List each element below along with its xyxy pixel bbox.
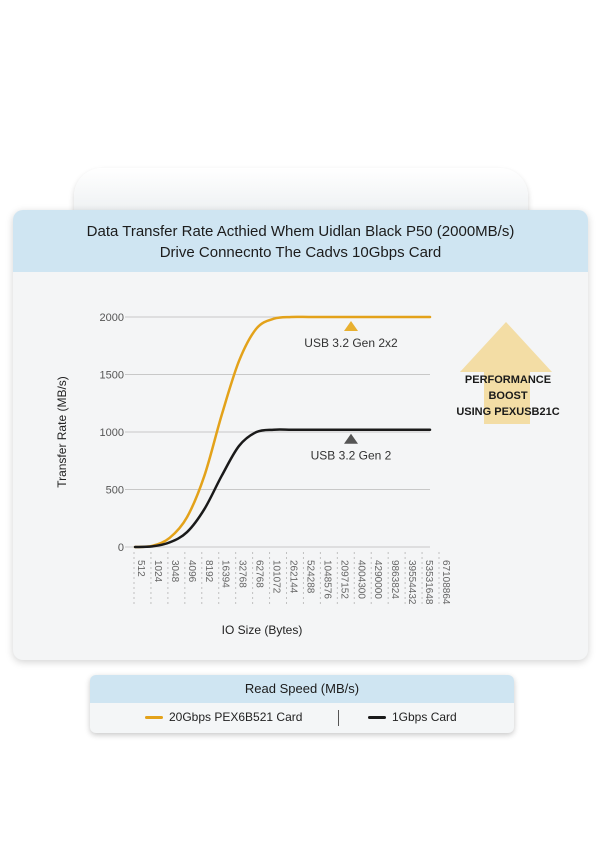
x-tick-label: 53531648 [423, 560, 434, 605]
x-tick-label: 8192 [203, 560, 214, 583]
annotation-marker [344, 321, 358, 331]
y-tick-label: 1000 [100, 427, 124, 439]
legend-label-20gbps: 20Gbps PEX6B521 Card [169, 710, 303, 724]
device-lid-decoration [74, 168, 528, 218]
legend-title: Read Speed (MB/s) [90, 675, 514, 703]
x-tick-label: 9863824 [389, 560, 400, 599]
x-tick-label: 39554432 [406, 560, 417, 605]
y-tick-label: 0 [118, 542, 124, 554]
chart-title-line-2: Drive Connecnto The Cadvs 10Gbps Card [159, 244, 442, 261]
y-tick-label: 500 [106, 485, 124, 497]
x-axis-label: IO Size (Bytes) [222, 623, 303, 637]
x-tick-label: 101072 [271, 560, 282, 594]
boost-arrow-icon [460, 322, 552, 424]
performance-boost-label: PERFORMANCE BOOST USING PEXUSB21C [453, 372, 563, 420]
annotation-gen2x2: USB 3.2 Gen 2x2 [304, 336, 398, 350]
legend-item-1gbps: 1Gbps Card [368, 710, 457, 724]
chart-panel: Data Transfer Rate Acthied Whem Uidlan B… [13, 210, 588, 660]
x-tick-label: 4290000 [372, 560, 383, 599]
legend-swatch-black [368, 715, 386, 719]
legend-label-1gbps: 1Gbps Card [392, 710, 457, 724]
x-tick-label: 16394 [220, 560, 231, 588]
legend-item-20gbps: 20Gbps PEX6B521 Card [145, 710, 302, 724]
x-tick-label: 1048576 [321, 560, 332, 599]
chart-title-band: Data Transfer Rate Acthied Whem Uidlan B… [13, 210, 588, 272]
boost-label-line-2: USING PEXUSB21C [456, 406, 560, 418]
x-tick-label: 1024 [152, 560, 163, 583]
chart-title-line-1: Data Transfer Rate Acthied Whem Uidlan B… [86, 223, 515, 240]
x-tick-label: 512 [135, 560, 146, 577]
x-tick-label: 32768 [237, 560, 248, 588]
chart-legend: Read Speed (MB/s) 20Gbps PEX6B521 Card 1… [90, 675, 514, 733]
x-tick-label: 3048 [169, 560, 180, 583]
x-tick-label: 4096 [186, 560, 197, 583]
y-axis-label: Transfer Rate (MB/s) [55, 376, 69, 488]
x-tick-label: 262144 [288, 560, 299, 594]
x-tick-label: 4004300 [355, 560, 366, 599]
x-tick-label: 67108864 [440, 560, 451, 605]
annotation-marker [344, 433, 358, 444]
series-line-20gbps [133, 315, 432, 549]
annotation-gen2: USB 3.2 Gen 2 [311, 449, 392, 463]
y-tick-label: 1500 [100, 370, 124, 382]
x-tick-label: 62768 [254, 560, 265, 588]
y-tick-label: 2000 [100, 312, 124, 324]
x-tick-label: 2097152 [338, 560, 349, 599]
series-line-1gbps [133, 428, 432, 549]
boost-label-line-1: PERFORMANCE BOOST [464, 374, 552, 402]
legend-separator [338, 710, 339, 726]
x-tick-label: 524288 [304, 560, 315, 594]
legend-swatch-orange [145, 715, 163, 719]
